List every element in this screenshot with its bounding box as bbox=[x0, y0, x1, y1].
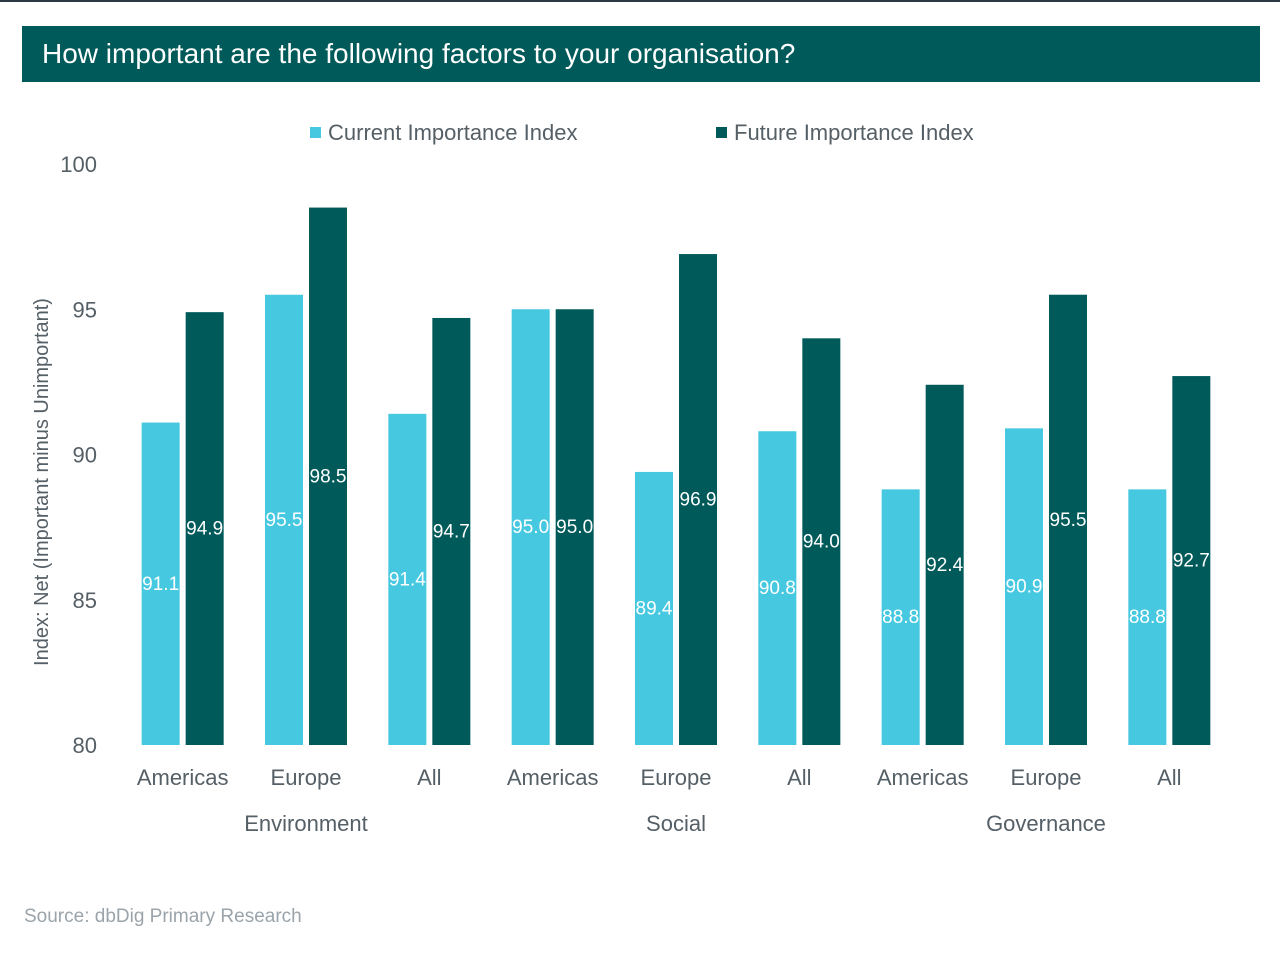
y-tick-label: 80 bbox=[73, 733, 97, 758]
data-label-current: 95.5 bbox=[266, 510, 303, 531]
x-group-label: Environment bbox=[244, 811, 368, 836]
data-label-current: 90.9 bbox=[1006, 577, 1043, 598]
x-tick-label: Europe bbox=[1011, 765, 1082, 790]
bar-future bbox=[185, 312, 224, 745]
bar-current bbox=[881, 489, 920, 745]
data-label-future: 94.7 bbox=[433, 521, 470, 542]
x-group-label: Social bbox=[646, 811, 706, 836]
data-label-current: 91.4 bbox=[389, 569, 426, 590]
data-label-future: 95.0 bbox=[556, 517, 593, 538]
bar-future bbox=[1049, 294, 1087, 745]
legend-swatch-current bbox=[310, 127, 321, 138]
x-tick-label: Americas bbox=[137, 765, 229, 790]
data-label-current: 89.4 bbox=[636, 598, 673, 619]
y-tick-label: 90 bbox=[73, 443, 97, 468]
data-label-future: 98.5 bbox=[310, 466, 347, 487]
x-tick-label: Americas bbox=[877, 765, 969, 790]
bar-current bbox=[265, 294, 303, 745]
bar-current bbox=[388, 413, 427, 745]
bar-current bbox=[758, 431, 797, 745]
data-label-future: 92.7 bbox=[1173, 551, 1210, 572]
y-axis-title: Index: Net (Important minus Unimportant) bbox=[31, 298, 53, 666]
x-tick-label: Americas bbox=[507, 765, 599, 790]
x-tick-label: Europe bbox=[641, 765, 712, 790]
data-label-current: 88.8 bbox=[1129, 607, 1166, 628]
y-tick-label: 100 bbox=[60, 152, 97, 177]
data-label-future: 94.9 bbox=[186, 519, 223, 540]
data-label-future: 96.9 bbox=[680, 490, 717, 511]
data-label-future: 92.4 bbox=[926, 555, 963, 576]
y-tick-label: 85 bbox=[73, 588, 97, 613]
title-bar: How important are the following factors … bbox=[22, 26, 1260, 82]
bar-current bbox=[1005, 428, 1043, 745]
data-label-current: 91.1 bbox=[142, 574, 179, 595]
y-tick-label: 95 bbox=[73, 297, 97, 322]
bar-future bbox=[309, 207, 347, 745]
x-tick-label: Europe bbox=[271, 765, 342, 790]
data-label-future: 94.0 bbox=[803, 532, 840, 553]
bar-future bbox=[1172, 376, 1211, 745]
chart-title: How important are the following factors … bbox=[42, 38, 796, 69]
data-label-current: 88.8 bbox=[882, 607, 919, 628]
source-note: Source: dbDig Primary Research bbox=[24, 906, 302, 927]
legend-swatch-future bbox=[716, 127, 727, 138]
x-tick-label: All bbox=[417, 765, 441, 790]
bar-current bbox=[1128, 489, 1167, 745]
bar-current bbox=[511, 309, 550, 745]
bar-current bbox=[141, 422, 180, 745]
data-label-current: 95.0 bbox=[512, 517, 549, 538]
x-tick-label: All bbox=[1157, 765, 1181, 790]
bar-current bbox=[635, 471, 673, 745]
x-tick-label: All bbox=[787, 765, 811, 790]
data-label-current: 90.8 bbox=[759, 578, 796, 599]
bar-future bbox=[925, 384, 964, 745]
bar-future bbox=[432, 317, 471, 745]
legend-label-current: Current Importance Index bbox=[328, 120, 577, 145]
top-border bbox=[0, 0, 1280, 2]
bar-future bbox=[555, 309, 594, 745]
bar-future bbox=[802, 338, 841, 745]
legend-label-future: Future Importance Index bbox=[734, 120, 974, 145]
bar-future bbox=[679, 254, 717, 745]
x-group-label: Governance bbox=[986, 811, 1106, 836]
data-label-future: 95.5 bbox=[1050, 510, 1087, 531]
